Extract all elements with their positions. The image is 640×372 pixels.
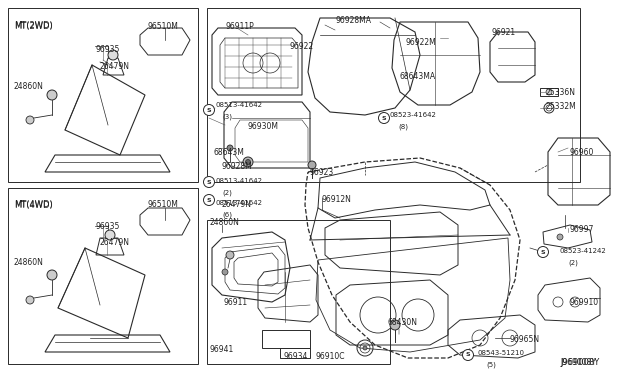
- Text: 08513-41642: 08513-41642: [215, 200, 262, 206]
- Bar: [8, 8, 198, 182]
- Text: 96935: 96935: [95, 222, 120, 231]
- Text: 24860N: 24860N: [14, 258, 44, 267]
- Text: 25332M: 25332M: [545, 102, 576, 111]
- Text: (8): (8): [398, 124, 408, 131]
- Circle shape: [47, 90, 57, 100]
- Text: 96510M: 96510M: [148, 22, 179, 31]
- Text: 96910C: 96910C: [315, 352, 344, 361]
- Circle shape: [227, 145, 233, 151]
- Circle shape: [26, 116, 34, 124]
- Text: 96922: 96922: [290, 42, 314, 51]
- Circle shape: [246, 160, 250, 164]
- Text: 96930M: 96930M: [248, 122, 279, 131]
- Text: MT(2WD): MT(2WD): [14, 22, 52, 31]
- Text: 96928MA: 96928MA: [335, 16, 371, 25]
- Text: |: |: [397, 328, 399, 334]
- Text: 96941: 96941: [210, 345, 234, 354]
- Text: 96928M: 96928M: [222, 162, 253, 171]
- Circle shape: [557, 234, 563, 240]
- Circle shape: [546, 89, 552, 95]
- Text: (3): (3): [222, 114, 232, 121]
- Text: 08523-41642: 08523-41642: [390, 112, 437, 118]
- Text: 26479N: 26479N: [100, 62, 130, 71]
- Bar: [8, 188, 198, 364]
- Circle shape: [108, 50, 118, 60]
- Text: 96911: 96911: [224, 298, 248, 307]
- Text: 24860N: 24860N: [210, 218, 240, 227]
- Text: MT(4WD): MT(4WD): [14, 200, 52, 209]
- Circle shape: [538, 247, 548, 257]
- Text: (6): (6): [222, 212, 232, 218]
- Circle shape: [26, 296, 34, 304]
- Circle shape: [226, 251, 234, 259]
- Text: 26479N: 26479N: [222, 200, 252, 209]
- Text: 08513-41642: 08513-41642: [215, 178, 262, 184]
- Text: 24860N: 24860N: [14, 82, 44, 91]
- Text: 96923: 96923: [310, 168, 334, 177]
- Circle shape: [47, 270, 57, 280]
- Text: 68643M: 68643M: [214, 148, 245, 157]
- Text: S: S: [466, 353, 470, 357]
- Circle shape: [204, 105, 214, 115]
- Circle shape: [243, 157, 253, 167]
- Text: 96922M: 96922M: [405, 38, 436, 47]
- Text: 96934: 96934: [283, 352, 307, 361]
- Text: (5): (5): [486, 362, 496, 369]
- Text: 969910: 969910: [570, 298, 599, 307]
- Text: S: S: [381, 115, 387, 121]
- Text: (2): (2): [568, 260, 578, 266]
- Text: 96911P: 96911P: [226, 22, 255, 31]
- Text: S: S: [207, 198, 211, 202]
- Text: 26479N: 26479N: [100, 238, 130, 247]
- Text: 96921: 96921: [492, 28, 516, 37]
- Text: 96510M: 96510M: [148, 200, 179, 209]
- Circle shape: [308, 161, 316, 169]
- Circle shape: [204, 176, 214, 187]
- Bar: [207, 8, 580, 182]
- Text: 68643MA: 68643MA: [400, 72, 436, 81]
- Circle shape: [204, 195, 214, 205]
- Text: S: S: [207, 108, 211, 112]
- Text: MT(4WD): MT(4WD): [14, 201, 52, 210]
- Text: 96997: 96997: [570, 225, 595, 234]
- Text: 08513-41642: 08513-41642: [215, 102, 262, 108]
- Text: 96960: 96960: [570, 148, 595, 157]
- Circle shape: [105, 230, 115, 240]
- Text: 96935: 96935: [95, 45, 120, 54]
- Bar: [207, 220, 390, 364]
- Text: J969008Y: J969008Y: [560, 358, 596, 367]
- Text: 68430N: 68430N: [388, 318, 418, 327]
- Text: S: S: [207, 180, 211, 185]
- Circle shape: [390, 320, 400, 330]
- Text: 96912N: 96912N: [322, 195, 352, 204]
- Text: 08543-51210: 08543-51210: [478, 350, 525, 356]
- Text: 96965N: 96965N: [510, 335, 540, 344]
- Text: S: S: [541, 250, 545, 254]
- Text: J969008Y: J969008Y: [560, 358, 599, 367]
- Text: MT(2WD): MT(2WD): [14, 21, 52, 30]
- Circle shape: [363, 346, 367, 350]
- Circle shape: [378, 112, 390, 124]
- Text: (2): (2): [222, 190, 232, 196]
- Text: 08523-41242: 08523-41242: [560, 248, 607, 254]
- Circle shape: [222, 269, 228, 275]
- Text: 25336N: 25336N: [545, 88, 575, 97]
- Circle shape: [463, 350, 474, 360]
